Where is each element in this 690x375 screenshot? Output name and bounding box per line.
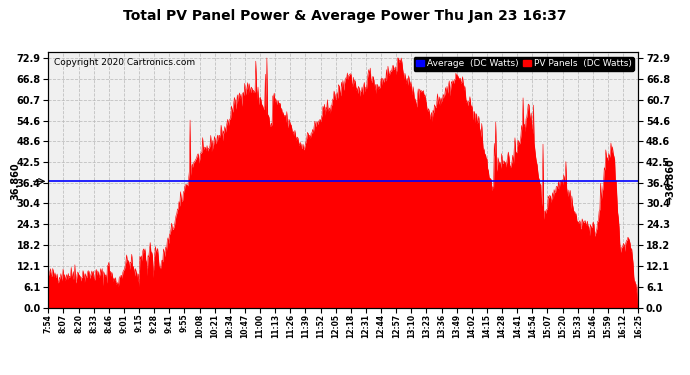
- Text: Total PV Panel Power & Average Power Thu Jan 23 16:37: Total PV Panel Power & Average Power Thu…: [124, 9, 566, 23]
- Text: Copyright 2020 Cartronics.com: Copyright 2020 Cartronics.com: [55, 58, 195, 67]
- Legend: Average  (DC Watts), PV Panels  (DC Watts): Average (DC Watts), PV Panels (DC Watts): [413, 57, 633, 70]
- Text: →36.860: →36.860: [666, 159, 676, 204]
- Text: 36.860: 36.860: [11, 162, 21, 200]
